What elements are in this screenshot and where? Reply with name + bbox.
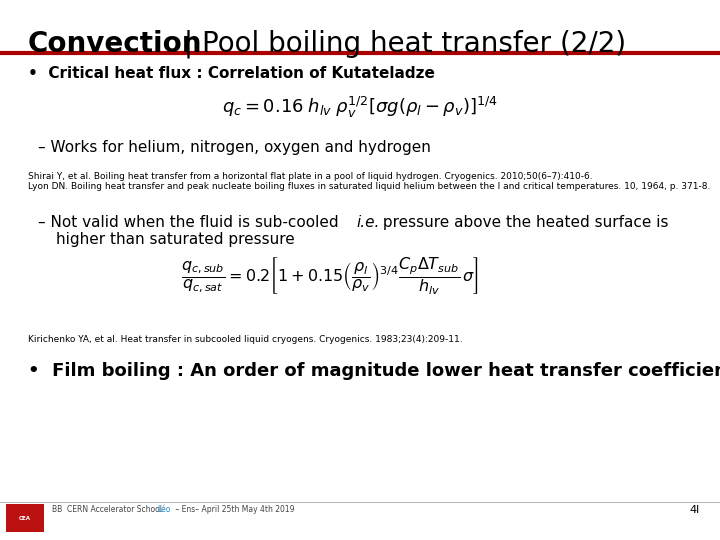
- Text: •  Film boiling : An order of magnitude lower heat transfer coefficient: • Film boiling : An order of magnitude l…: [28, 362, 720, 380]
- Text: pressure above the heated surface is: pressure above the heated surface is: [378, 215, 668, 230]
- Text: 4l: 4l: [690, 505, 700, 515]
- Text: $q_c = 0.16\; h_{lv}\; \rho_v^{1/2} \left[\sigma g \left(\rho_l - \rho_v\right)\: $q_c = 0.16\; h_{lv}\; \rho_v^{1/2} \lef…: [222, 95, 498, 120]
- Text: – Ens– April 25th May 4th 2019: – Ens– April 25th May 4th 2019: [173, 505, 294, 515]
- Text: i.e.: i.e.: [356, 215, 379, 230]
- Text: Léo: Léo: [157, 505, 171, 515]
- Text: higher than saturated pressure: higher than saturated pressure: [56, 232, 294, 247]
- Text: BB  CERN Accelerator School: BB CERN Accelerator School: [52, 505, 162, 515]
- Text: Kirichenko YA, et al. Heat transfer in subcooled liquid cryogens. Cryogenics. 19: Kirichenko YA, et al. Heat transfer in s…: [28, 335, 463, 344]
- Text: | Pool boiling heat transfer (2/2): | Pool boiling heat transfer (2/2): [175, 30, 626, 58]
- Text: $\dfrac{q_{c,sub}}{q_{c,sat}} = 0.2\left[1+0.15\left(\dfrac{\rho_l}{\rho_v}\righ: $\dfrac{q_{c,sub}}{q_{c,sat}} = 0.2\left…: [181, 255, 479, 296]
- Text: CEA: CEA: [19, 516, 31, 521]
- Text: – Works for helium, nitrogen, oxygen and hydrogen: – Works for helium, nitrogen, oxygen and…: [38, 140, 431, 155]
- Text: Lyon DN. Boiling heat transfer and peak nucleate boiling fluxes in saturated liq: Lyon DN. Boiling heat transfer and peak …: [28, 182, 711, 191]
- Text: •  Critical heat flux : Correlation of Kutateladze: • Critical heat flux : Correlation of Ku…: [28, 66, 435, 81]
- FancyBboxPatch shape: [6, 504, 44, 532]
- Text: Shirai Y, et al. Boiling heat transfer from a horizontal flat plate in a pool of: Shirai Y, et al. Boiling heat transfer f…: [28, 172, 593, 181]
- Text: Convection: Convection: [28, 30, 202, 58]
- Text: – Not valid when the fluid is sub-cooled: – Not valid when the fluid is sub-cooled: [38, 215, 343, 230]
